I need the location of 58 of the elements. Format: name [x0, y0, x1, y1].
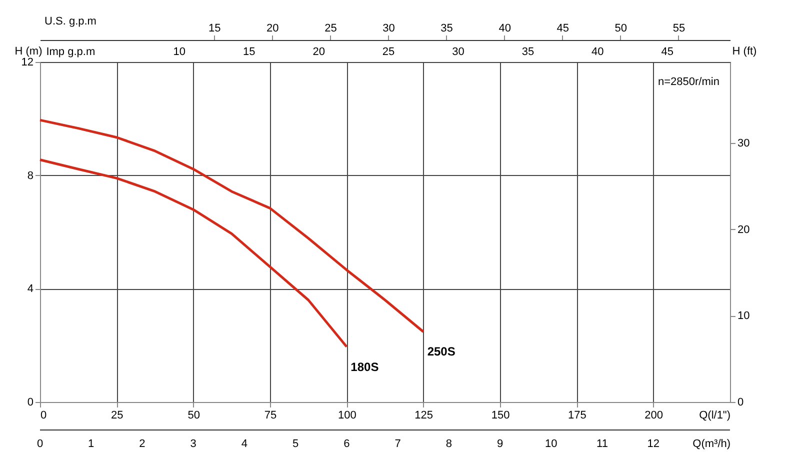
x2-tick-label: 40: [498, 22, 511, 34]
text: 9: [496, 438, 504, 450]
x-axis-title: Q(l/1"): [699, 410, 730, 422]
text: 11: [596, 438, 608, 450]
line-series: [38, 158, 348, 348]
x-tick-label: 25: [111, 410, 124, 422]
y-axis-title: H (m): [14, 46, 42, 58]
y2-axis-title: H (ft): [732, 46, 757, 58]
y2-tick-label: 20: [738, 224, 750, 236]
x-tick-label: 50: [188, 410, 200, 422]
y-tick-label: 4: [27, 283, 34, 296]
x2-tick-label: 30: [382, 22, 395, 34]
text: 8: [446, 438, 452, 450]
y-tick-label: 8: [27, 170, 34, 182]
text: 6: [344, 438, 350, 450]
text: 40: [592, 46, 604, 58]
x2-tick-label: 55: [672, 22, 686, 34]
x-tick-label: 0: [40, 410, 47, 422]
x2-tick-label: 25: [324, 22, 337, 34]
text: 10: [173, 46, 186, 58]
line-series: [38, 118, 425, 333]
annotation: n=2850r/min: [658, 76, 720, 88]
x2-tick-label: 50: [614, 22, 628, 34]
text: 30: [452, 46, 464, 58]
x-tick-label: 175: [568, 410, 586, 422]
x-tick-label: 150: [491, 410, 510, 422]
text: 5: [292, 438, 299, 450]
x2-axis-title: U.S. g.p.m: [44, 16, 96, 28]
text: 4: [241, 438, 248, 450]
y2-tick-label: 30: [738, 137, 750, 150]
x2-tick-label: 20: [266, 22, 279, 34]
y2-tick-label: 10: [738, 310, 750, 322]
x-tick-label: 125: [414, 410, 434, 422]
text: 25: [382, 46, 395, 58]
text: Q(m³/h): [692, 438, 731, 450]
text: 7: [394, 438, 401, 450]
text: 2: [139, 438, 146, 450]
text: 3: [190, 438, 196, 450]
x2-tick-label: 45: [556, 22, 569, 34]
text: 15: [242, 46, 256, 58]
x-tick-label: 200: [644, 410, 664, 422]
text: 12: [647, 438, 660, 450]
text: 0: [36, 438, 44, 450]
text: 10: [544, 438, 558, 450]
y2-tick-label: 0: [738, 396, 744, 408]
y-tick-label: 0: [27, 396, 34, 408]
text: 1: [88, 438, 94, 450]
series-label: 250S: [427, 344, 456, 359]
x-tick-label: 100: [338, 410, 356, 422]
x2-tick-label: 35: [440, 22, 453, 34]
x-tick-label: 75: [264, 410, 277, 422]
text: 35: [522, 46, 534, 58]
x2-tick-label: 15: [208, 22, 221, 34]
text: Imp g.p.m: [46, 46, 96, 58]
text: 20: [312, 46, 325, 58]
y-tick-label: 12: [21, 56, 34, 68]
series-label: 180S: [350, 360, 379, 374]
text: 45: [661, 46, 674, 58]
